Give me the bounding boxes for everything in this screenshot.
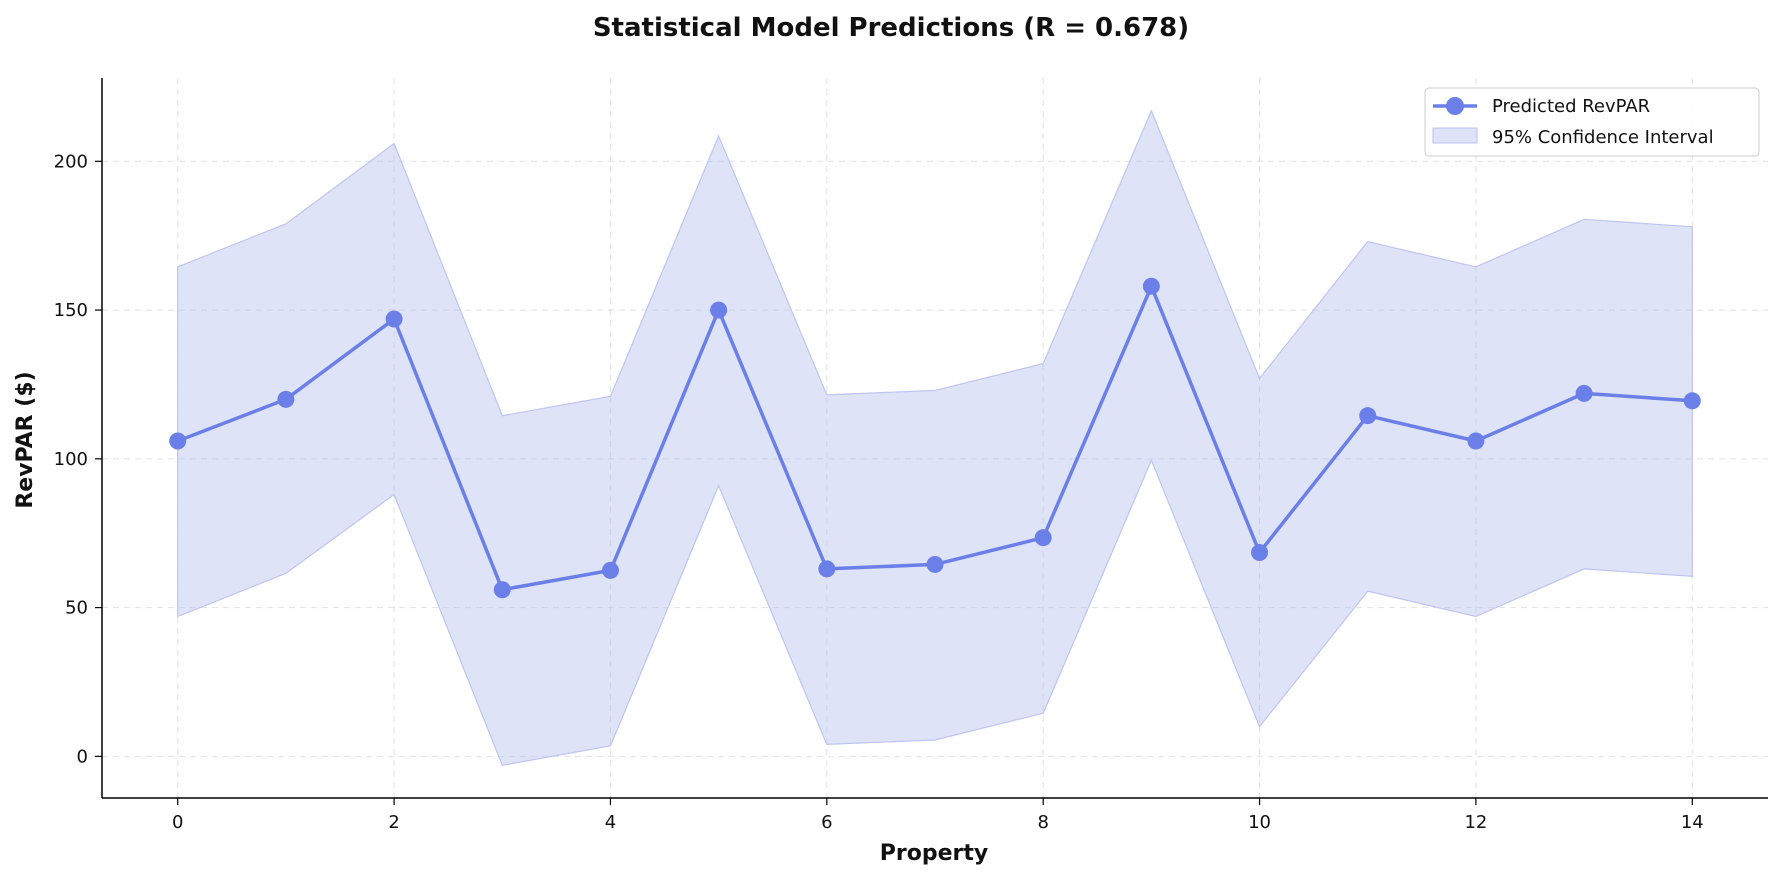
chart-title: Statistical Model Predictions (R = 0.678… bbox=[593, 13, 1189, 43]
prediction-point bbox=[1034, 529, 1052, 547]
y-tick-label: 200 bbox=[54, 151, 88, 172]
prediction-point bbox=[1251, 544, 1269, 562]
x-tick-label: 4 bbox=[605, 812, 616, 833]
legend-marker-swatch bbox=[1446, 97, 1464, 115]
prediction-point bbox=[926, 555, 944, 573]
prediction-point bbox=[601, 561, 619, 579]
x-tick-label: 8 bbox=[1037, 812, 1048, 833]
y-tick-label: 50 bbox=[65, 598, 88, 619]
grid-layer bbox=[102, 78, 1768, 798]
legend-label-confidence: 95% Confidence Interval bbox=[1492, 127, 1714, 148]
prediction-point bbox=[385, 310, 403, 328]
legend: Predicted RevPAR 95% Confidence Interval bbox=[1424, 87, 1760, 157]
x-tick-label: 6 bbox=[821, 812, 832, 833]
prediction-point bbox=[1359, 407, 1377, 425]
prediction-point bbox=[1142, 277, 1160, 295]
confidence-interval-band bbox=[177, 109, 1693, 766]
y-tick-label: 100 bbox=[54, 449, 88, 470]
y-tick-label: 150 bbox=[54, 300, 88, 321]
prediction-point bbox=[1467, 432, 1485, 450]
x-axis-title: Property bbox=[880, 841, 988, 866]
axes-layer bbox=[101, 78, 1768, 799]
legend-band-swatch bbox=[1432, 127, 1478, 144]
x-tick-label: 0 bbox=[172, 812, 183, 833]
x-tick-label: 2 bbox=[388, 812, 399, 833]
x-tick-label: 12 bbox=[1464, 812, 1487, 833]
y-axis-title: RevPAR ($) bbox=[13, 371, 38, 508]
confidence-band-layer bbox=[177, 109, 1693, 766]
x-tick-label: 10 bbox=[1248, 812, 1271, 833]
tick-layer: 0 2 4 6 8 10 12 14 0 50 100 150 200 bbox=[54, 151, 1704, 833]
prediction-point bbox=[1683, 392, 1701, 410]
prediction-point bbox=[1575, 384, 1593, 402]
prediction-point bbox=[277, 390, 295, 408]
legend-label-prediction: Predicted RevPAR bbox=[1492, 96, 1650, 117]
y-tick-label: 0 bbox=[77, 746, 88, 767]
prediction-point bbox=[818, 560, 836, 578]
prediction-line-layer bbox=[169, 277, 1701, 599]
prediction-point bbox=[169, 432, 187, 450]
prediction-point bbox=[493, 581, 511, 599]
legend-box bbox=[1424, 87, 1760, 157]
x-tick-label: 14 bbox=[1681, 812, 1704, 833]
prediction-point bbox=[710, 301, 728, 319]
